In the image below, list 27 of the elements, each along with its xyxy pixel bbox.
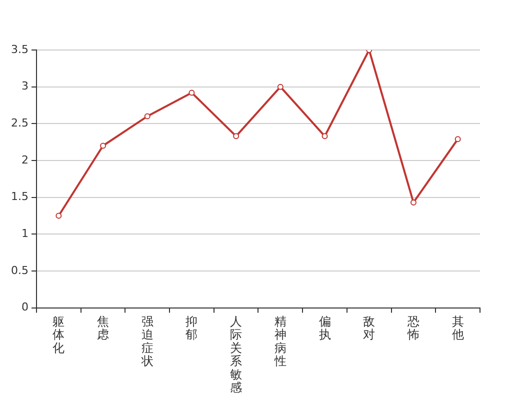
y-tick-label: 0.5 [10,264,28,277]
y-tick-label: 3 [21,80,28,93]
y-tick-label: 2.5 [10,116,28,130]
point [144,113,150,120]
y-tick-label: 3.5 [10,42,28,56]
point [277,84,284,90]
y-tick-label: 1.5 [10,190,28,204]
x-tick-label: 强迫症状 [140,314,154,368]
point [454,136,461,142]
x-tick-label: 焦虑 [97,314,110,342]
x-tick-label: 抑郁 [186,314,198,342]
point [188,90,195,96]
point [100,142,106,149]
point [410,199,416,206]
point [56,212,62,219]
point [233,133,240,140]
x-tick-label: 其他 [452,314,464,342]
x-tick-label: 恐怖 [406,314,420,342]
x-tick-label: 躯体化 [52,314,65,355]
point [322,133,328,140]
x-tick-label: 敌对 [363,314,376,342]
y-tick-label: 2 [21,153,28,166]
x-tick-label: 精神病性 [273,314,286,368]
x-tick-label: 人际关系敏感 [230,314,242,395]
y-tick-label: 1 [21,227,28,240]
x-tick-label: 偏执 [318,314,331,342]
y-tick-label: 0 [21,300,28,314]
